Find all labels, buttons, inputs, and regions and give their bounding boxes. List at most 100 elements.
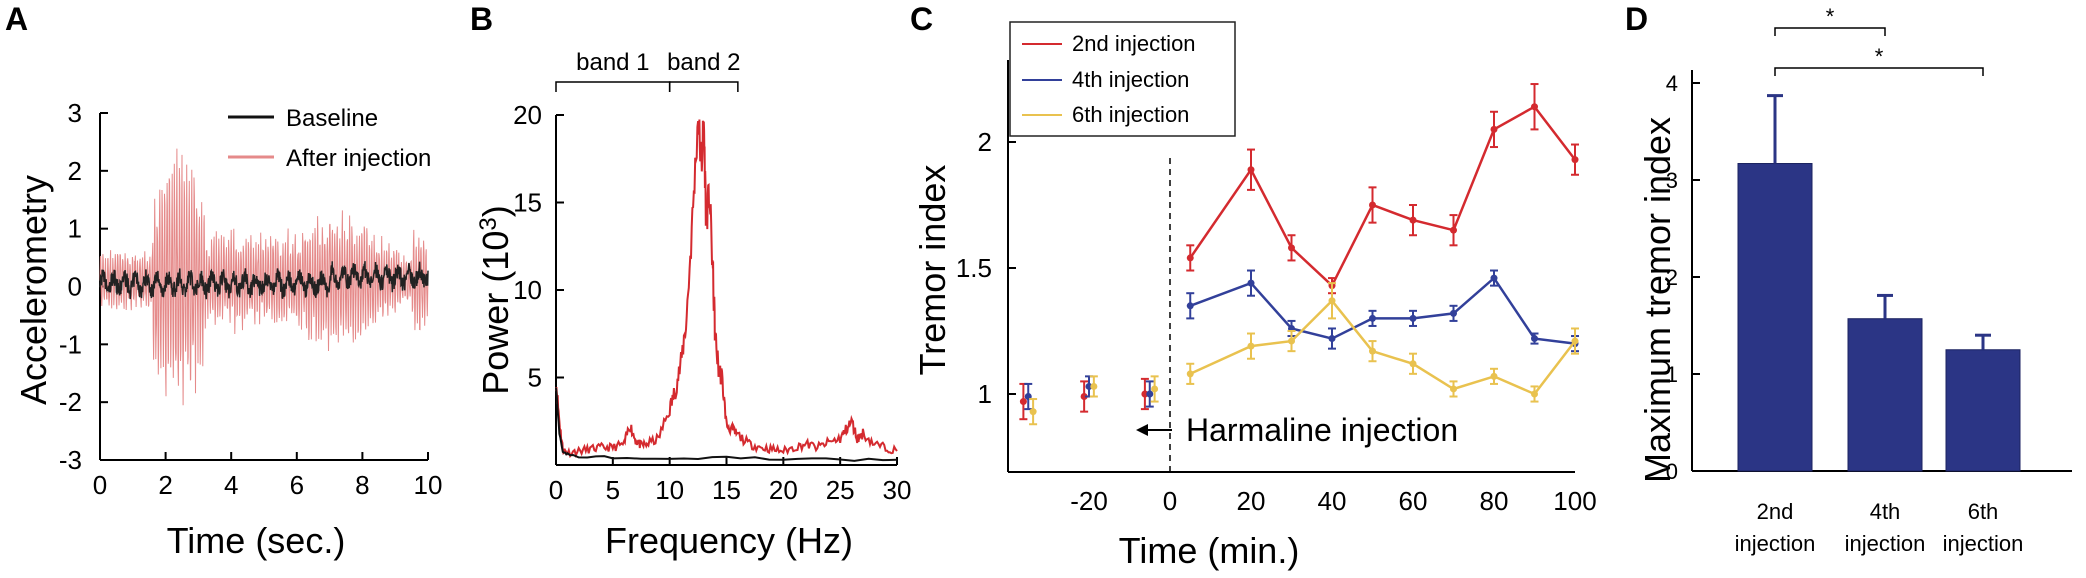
data-point-6th [1531,390,1538,398]
annotation-arrow-head [1136,424,1148,436]
data-point-6th [1369,347,1376,355]
data-point-4th [1186,302,1194,310]
panel-b-ylabel-end: ) [475,205,516,217]
panel-b-ylabel-sup: 3 [475,217,502,230]
x-tick-label: 80 [1480,486,1509,516]
data-point-4th [1328,335,1336,343]
x-tick-label: 10 [655,475,684,505]
data-point-4th [1369,314,1376,322]
data-point-2nd [1531,103,1538,111]
data-point-2nd [1369,201,1376,209]
x-tick-label: 0 [1163,486,1177,516]
bar-1 [1737,163,1813,472]
category-label-line2: injection [1845,531,1926,556]
significance-bracket [1774,27,1886,36]
series-line-4th [1189,276,1576,345]
x-tick-label: 2 [158,470,172,500]
panel-c-ylabel: Tremor index [912,165,953,376]
series-baseline [99,261,429,300]
data-point-6th [1186,370,1194,378]
y-tick-label: 2 [68,156,82,186]
category-label-line1: 4th [1870,499,1901,524]
x-tick-label: 15 [712,475,741,505]
data-point-2nd [1288,244,1295,252]
category-label-line2: injection [1735,531,1816,556]
data-point-4th [1531,335,1538,343]
panel-a-legend: Baseline After injection [228,105,431,172]
series-after-injection [555,119,898,459]
legend-label-4th: 4th injection [1072,67,1189,92]
x-tick-label: 10 [414,470,443,500]
data-point-4th [1085,382,1093,390]
data-point-4th [1247,279,1255,287]
y-tick-label: 3 [1666,168,1678,193]
y-tick-label: 1 [978,379,992,409]
data-point-2nd [1247,166,1255,174]
harmaline-annotation: Harmaline injection [1136,412,1458,448]
x-tick-label: 6 [290,470,304,500]
legend-label-6th: 6th injection [1072,102,1189,127]
panel-d: D 0 1 2 3 4 2nd injection 4th injection 6th injec… [1625,1,2072,556]
panel-a-ylabel: Accelerometry [13,175,54,405]
bar-3 [1945,349,2021,472]
y-tick-label: 0 [1666,459,1678,484]
x-tick-label: 100 [1553,486,1596,516]
y-tick-label: -1 [59,329,82,359]
y-tick-label: -2 [59,387,82,417]
y-tick-label: 20 [513,100,542,130]
panel-b-ylabel: Power (103) [475,205,516,394]
data-point-2nd [1450,226,1457,234]
x-tick-label: 20 [1237,486,1266,516]
data-point-6th [1328,297,1336,305]
panel-c-legend: 2nd injection 4th injection 6th injectio… [1009,21,1236,137]
x-tick-label: 5 [606,475,620,505]
significance-star: * [1875,44,1884,69]
data-point-2nd [1141,390,1149,398]
data-point-4th [1146,390,1154,398]
panel-b: B 0 5 10 15 20 25 30 5 10 15 20 band 1 band 2 Frequ… [470,1,911,561]
panel-d-letter: D [1625,1,1648,37]
data-point-6th [1151,385,1159,393]
y-tick-label: 3 [68,98,82,128]
y-tick-label: 0 [68,272,82,302]
panel-b-xlabel: Frequency (Hz) [605,520,853,561]
category-label-line2: injection [1943,531,2024,556]
panel-c-xlabel: Time (min.) [1119,530,1300,571]
band-label: band 1 [576,49,649,76]
band-bracket [668,81,739,92]
series-baseline [555,387,898,462]
data-point-6th [1409,360,1417,368]
x-tick-label: 0 [549,475,563,505]
y-tick-label: 2 [978,127,992,157]
x-tick-label: -20 [1070,486,1108,516]
band-label: band 2 [667,49,740,76]
x-tick-label: 30 [883,475,912,505]
data-point-4th [1409,314,1417,322]
data-point-2nd [1409,216,1417,224]
panel-d-ylabel: Maximum tremor index [1637,117,1678,483]
x-tick-label: 0 [93,470,107,500]
annotation-text: Harmaline injection [1186,412,1458,448]
series-line-6th [1189,298,1576,396]
panel-a-letter: A [5,1,28,37]
data-point-2nd [1186,254,1194,262]
panel-a: A 0 2 4 6 8 10 -3 -2 -1 0 1 2 3 Baseline After injec… [5,1,442,561]
category-label-line1: 2nd [1757,499,1794,524]
legend-label-2nd: 2nd injection [1072,31,1196,56]
y-tick-label: 1 [68,214,82,244]
y-tick-label: -3 [59,445,82,475]
x-tick-label: 20 [769,475,798,505]
category-label-line1: 6th [1968,499,1999,524]
panel-a-xlabel: Time (sec.) [167,520,346,561]
x-tick-label: 25 [826,475,855,505]
data-point-2nd [1080,393,1088,401]
y-tick-label: 1 [1666,362,1678,387]
significance-star: * [1826,4,1835,29]
y-tick-label: 4 [1666,71,1678,96]
x-tick-label: 8 [355,470,369,500]
data-point-6th [1090,382,1098,390]
data-point-4th [1490,274,1498,282]
panel-c: C -20 0 20 40 60 80 100 1 1.5 2 2nd injection 4th… [910,1,1597,571]
y-tick-label: 1.5 [956,253,992,283]
